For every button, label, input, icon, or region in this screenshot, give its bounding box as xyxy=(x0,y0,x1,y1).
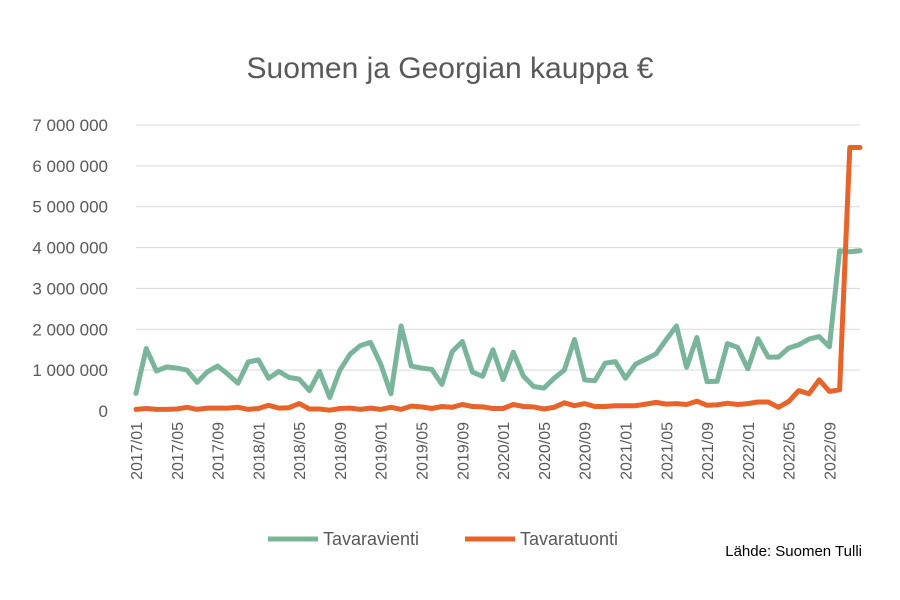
chart-title: Suomen ja Georgian kauppa € xyxy=(247,52,654,85)
y-tick-label: 4 000 000 xyxy=(32,239,108,258)
x-tick-label: 2017/01 xyxy=(129,422,146,480)
x-tick-label: 2022/09 xyxy=(822,422,839,480)
x-tick-label: 2022/01 xyxy=(741,422,758,480)
grid-lines xyxy=(136,124,860,371)
x-tick-label: 2018/09 xyxy=(333,422,350,480)
y-tick-label: 7 000 000 xyxy=(32,116,108,135)
series-lines xyxy=(133,145,863,413)
x-tick-label: 2019/09 xyxy=(455,422,472,480)
y-tick-label: 3 000 000 xyxy=(32,279,108,298)
legend-label-tavaratuonti: Tavaratuonti xyxy=(520,529,618,549)
x-axis-ticks: 2017/01 2017/05 2017/09 2018/01 2018/05 2018/… xyxy=(129,422,839,480)
x-tick-label: 2021/05 xyxy=(659,422,676,480)
x-tick-label: 2019/01 xyxy=(374,422,391,480)
source-note: Lähde: Suomen Tulli xyxy=(725,543,862,560)
series-line-tavaravienti xyxy=(133,248,863,400)
x-tick-label: 2017/09 xyxy=(211,422,228,480)
x-tick-label: 2020/01 xyxy=(496,422,513,480)
x-tick-label: 2021/09 xyxy=(700,422,717,480)
x-tick-label: 2018/05 xyxy=(292,422,309,480)
x-tick-label: 2020/05 xyxy=(537,422,554,480)
y-tick-label: 1 000 000 xyxy=(32,361,108,380)
y-tick-label: 6 000 000 xyxy=(32,157,108,176)
x-tick-label: 2022/05 xyxy=(782,422,799,480)
y-tick-label: 0 xyxy=(99,402,108,421)
y-tick-label: 2 000 000 xyxy=(32,320,108,339)
x-tick-label: 2018/01 xyxy=(251,422,268,480)
x-tick-label: 2017/05 xyxy=(170,422,187,480)
legend-label-tavaravienti: Tavaravienti xyxy=(323,529,419,549)
x-tick-label: 2019/05 xyxy=(415,422,432,480)
legend: Tavaravienti Tavaratuonti xyxy=(268,529,618,549)
y-axis-ticks: 0 1 000 000 2 000 000 3 000 000 4 000 000 5 0… xyxy=(32,116,108,421)
series-line-tavaratuonti xyxy=(133,145,863,413)
x-tick-label: 2021/01 xyxy=(618,422,635,480)
x-tick-label: 2020/09 xyxy=(578,422,595,480)
y-tick-label: 5 000 000 xyxy=(32,198,108,217)
